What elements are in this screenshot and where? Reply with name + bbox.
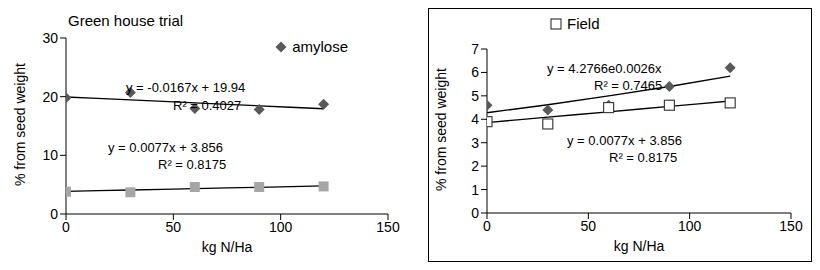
svg-text:50: 50: [166, 219, 182, 235]
html-text:R² = 0.8175: R² = 0.8175: [158, 157, 227, 172]
html-text:Green house trial: Green house trial: [68, 12, 184, 29]
svg-text:150: 150: [779, 218, 803, 234]
svg-text:50: 50: [581, 218, 597, 234]
svg-text:30: 30: [42, 30, 58, 46]
html-text:R² = 0.8175: R² = 0.8175: [609, 150, 678, 165]
svg-text:6: 6: [471, 64, 479, 80]
svg-text:0: 0: [483, 218, 491, 234]
svg-text:100: 100: [269, 219, 293, 235]
html-text:y = -0.0167x + 19.94: y = -0.0167x + 19.94: [126, 80, 246, 95]
html-text:y = 4.2766e0.0026x: y = 4.2766e0.0026x: [547, 61, 662, 76]
svg-text:100: 100: [678, 218, 702, 234]
svg-text:0: 0: [50, 206, 58, 222]
svg-text:0: 0: [471, 205, 479, 221]
svg-text:5: 5: [471, 88, 479, 104]
html-text:Field: Field: [567, 15, 600, 32]
html-text:amylose: amylose: [292, 38, 348, 55]
svg-text:% from seed weight: % from seed weight: [12, 63, 28, 186]
svg-text:kg N/Ha: kg N/Ha: [614, 238, 665, 254]
svg-text:150: 150: [376, 219, 400, 235]
svg-text:kg N/Ha: kg N/Ha: [202, 239, 253, 255]
svg-text:7: 7: [471, 41, 479, 57]
svg-text:1: 1: [471, 182, 479, 198]
html-text:y = 0.0077x + 3.856: y = 0.0077x + 3.856: [108, 140, 223, 155]
svg-text:3: 3: [471, 135, 479, 151]
svg-text:% from seed weight: % from seed weight: [433, 68, 449, 191]
html-text:y = 0.0077x + 3.856: y = 0.0077x + 3.856: [567, 133, 682, 148]
svg-text:0: 0: [62, 219, 70, 235]
html-text:R² = 0.4027: R² = 0.4027: [173, 98, 242, 113]
html-text:R² = 0.7465: R² = 0.7465: [594, 78, 663, 93]
svg-text:20: 20: [42, 89, 58, 105]
svg-text:4: 4: [471, 111, 479, 127]
svg-text:2: 2: [471, 158, 479, 174]
svg-text:10: 10: [42, 147, 58, 163]
